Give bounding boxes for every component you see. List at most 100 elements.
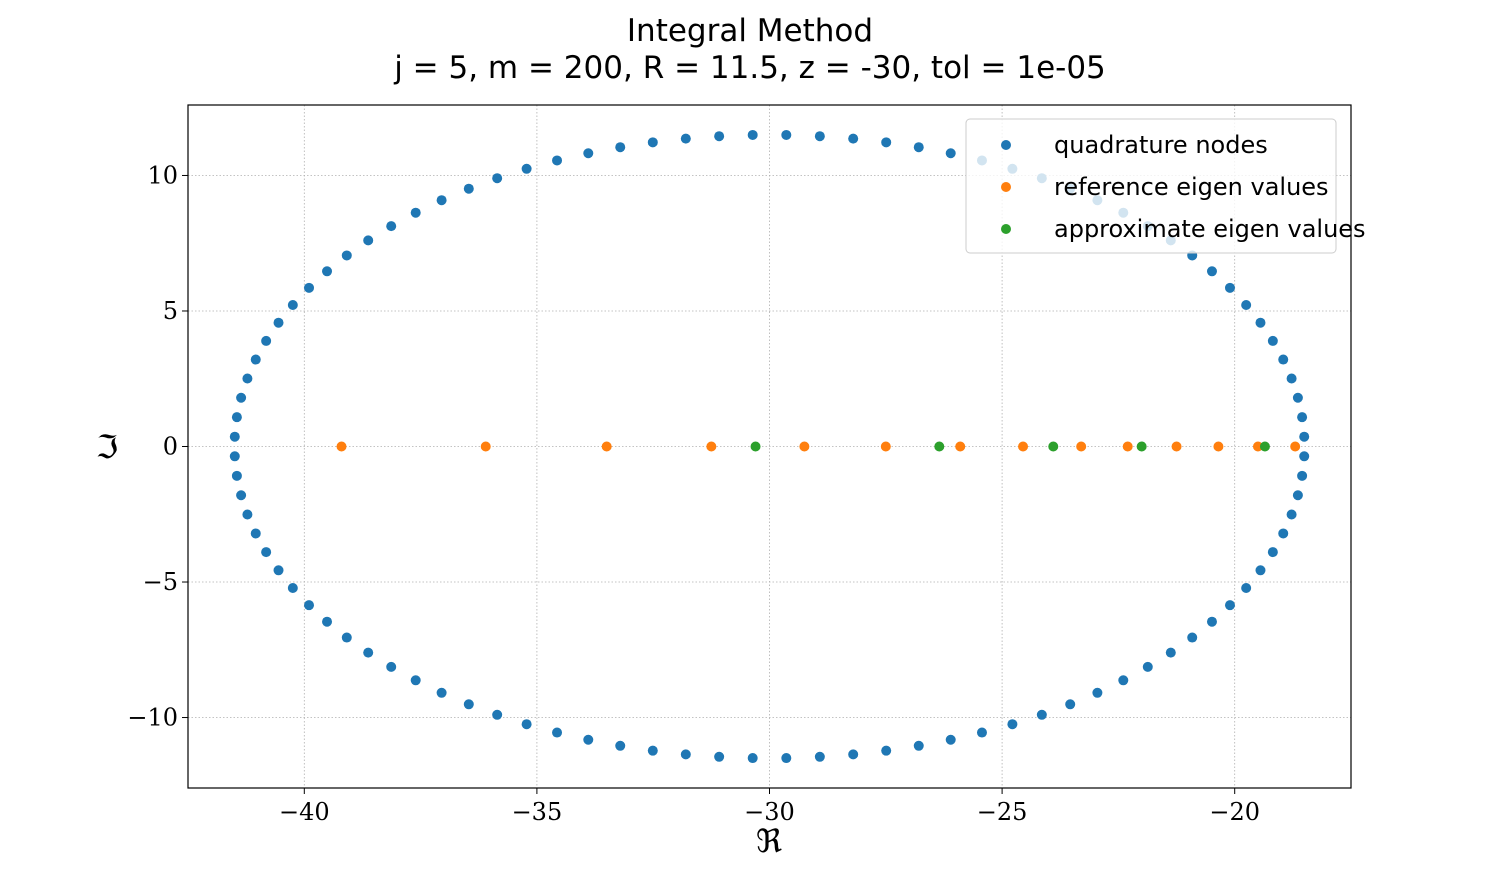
y-tick-label: −10 — [127, 704, 178, 732]
chart-subtitle: j = 5, m = 200, R = 11.5, z = -30, tol =… — [393, 50, 1106, 86]
quadrature-node-point — [1092, 687, 1103, 698]
approximate-eigen-value-point — [1259, 441, 1270, 452]
x-tick-label: −35 — [512, 798, 563, 826]
quadrature-node-point — [1267, 335, 1278, 346]
quadrature-node-point — [463, 699, 474, 710]
quadrature-node-point — [913, 142, 924, 153]
quadrature-node-point — [236, 392, 247, 403]
quadrature-node-point — [521, 163, 532, 174]
reference-eigen-value-point — [1171, 441, 1182, 452]
reference-eigen-value-point — [1018, 441, 1029, 452]
quadrature-node-point — [814, 751, 825, 762]
quadrature-node-point — [1297, 412, 1308, 423]
legend-label-quadrature-nodes: quadrature nodes — [1054, 131, 1268, 159]
quadrature-node-point — [583, 148, 594, 159]
quadrature-node-point — [1206, 266, 1217, 277]
quadrature-node-point — [680, 133, 691, 144]
y-axis-label: ℑ — [96, 428, 118, 466]
quadrature-node-point — [647, 137, 658, 148]
quadrature-node-point — [1255, 317, 1266, 328]
legend: quadrature nodes reference eigen values … — [965, 118, 1366, 254]
quadrature-node-point — [881, 137, 892, 148]
quadrature-node-point — [322, 266, 333, 277]
reference-eigen-value-point — [1252, 441, 1263, 452]
quadrature-node-point — [945, 734, 956, 745]
reference-eigen-value-point — [799, 441, 810, 452]
legend-marker-reference-eigen-values — [1001, 182, 1011, 192]
approximate-eigen-value-point — [750, 441, 761, 452]
reference-eigen-value-point — [1290, 441, 1301, 452]
quadrature-node-point — [1007, 719, 1018, 730]
quadrature-node-point — [1292, 490, 1303, 501]
reference-eigen-value-point — [601, 441, 612, 452]
quadrature-node-point — [492, 173, 503, 184]
quadrature-node-point — [976, 727, 987, 738]
quadrature-node-point — [242, 509, 253, 520]
quadrature-node-point — [1267, 547, 1278, 558]
quadrature-node-point — [242, 373, 253, 384]
quadrature-node-point — [261, 335, 272, 346]
grid-lines — [188, 105, 1351, 788]
quadrature-node-point — [1224, 282, 1235, 293]
quadrature-node-point — [1065, 699, 1076, 710]
quadrature-node-point — [386, 221, 397, 232]
x-axis-label: ℜ — [756, 822, 782, 860]
quadrature-node-point — [231, 470, 242, 481]
quadrature-node-point — [814, 131, 825, 142]
quadrature-node-point — [273, 317, 284, 328]
quadrature-node-point — [273, 565, 284, 576]
quadrature-node-point — [231, 412, 242, 423]
quadrature-node-point — [1241, 299, 1252, 310]
quadrature-node-point — [1297, 470, 1308, 481]
quadrature-node-point — [436, 687, 447, 698]
x-tick-label: −20 — [1209, 798, 1260, 826]
quadrature-node-point — [1278, 354, 1289, 365]
reference-eigen-value-point — [1213, 441, 1224, 452]
quadrature-node-point — [363, 235, 374, 246]
x-tick-label: −30 — [744, 798, 795, 826]
quadrature-node-point — [1278, 528, 1289, 539]
quadrature-node-point — [229, 431, 240, 442]
y-tick-label: −5 — [143, 568, 178, 596]
quadrature-node-point — [1165, 647, 1176, 658]
reference-eigen-value-point — [1122, 441, 1133, 452]
quadrature-node-point — [410, 675, 421, 686]
quadrature-node-point — [552, 727, 563, 738]
axis-ticks: −40 −35 −30 −25 −20 −10 −5 0 5 10 — [127, 161, 1260, 826]
quadrature-node-point — [945, 148, 956, 159]
quadrature-node-point — [322, 616, 333, 627]
quadrature-node-point — [913, 740, 924, 751]
legend-frame — [965, 118, 1337, 254]
quadrature-node-point — [615, 142, 626, 153]
y-tick-label: 0 — [163, 433, 178, 461]
y-tick-label: 5 — [163, 297, 178, 325]
reference-eigen-value-point — [480, 441, 491, 452]
quadrature-node-point — [363, 647, 374, 658]
quadrature-node-point — [341, 250, 352, 261]
chart-title: Integral Method — [627, 13, 873, 49]
quadrature-node-point — [781, 129, 792, 140]
quadrature-node-point — [287, 583, 298, 594]
quadrature-node-point — [463, 183, 474, 194]
quadrature-node-point — [1118, 675, 1129, 686]
reference-eigen-value-point — [1076, 441, 1087, 452]
approximate-eigen-value-point — [934, 441, 945, 452]
quadrature-node-point — [386, 661, 397, 672]
quadrature-node-point — [747, 753, 758, 764]
quadrature-node-point — [436, 195, 447, 206]
quadrature-node-point — [1036, 709, 1047, 720]
quadrature-node-point — [1299, 451, 1310, 462]
quadrature-node-point — [1206, 616, 1217, 627]
reference-eigen-value-point — [706, 441, 717, 452]
quadrature-node-point — [521, 719, 532, 730]
quadrature-node-point — [1255, 565, 1266, 576]
x-tick-label: −25 — [977, 798, 1028, 826]
quadrature-node-point — [304, 282, 315, 293]
quadrature-node-point — [1142, 661, 1153, 672]
quadrature-node-point — [714, 751, 725, 762]
approximate-eigen-value-point — [1136, 441, 1147, 452]
quadrature-node-point — [236, 490, 247, 501]
approximate-eigen-value-point — [1048, 441, 1059, 452]
x-tick-label: −40 — [279, 798, 330, 826]
